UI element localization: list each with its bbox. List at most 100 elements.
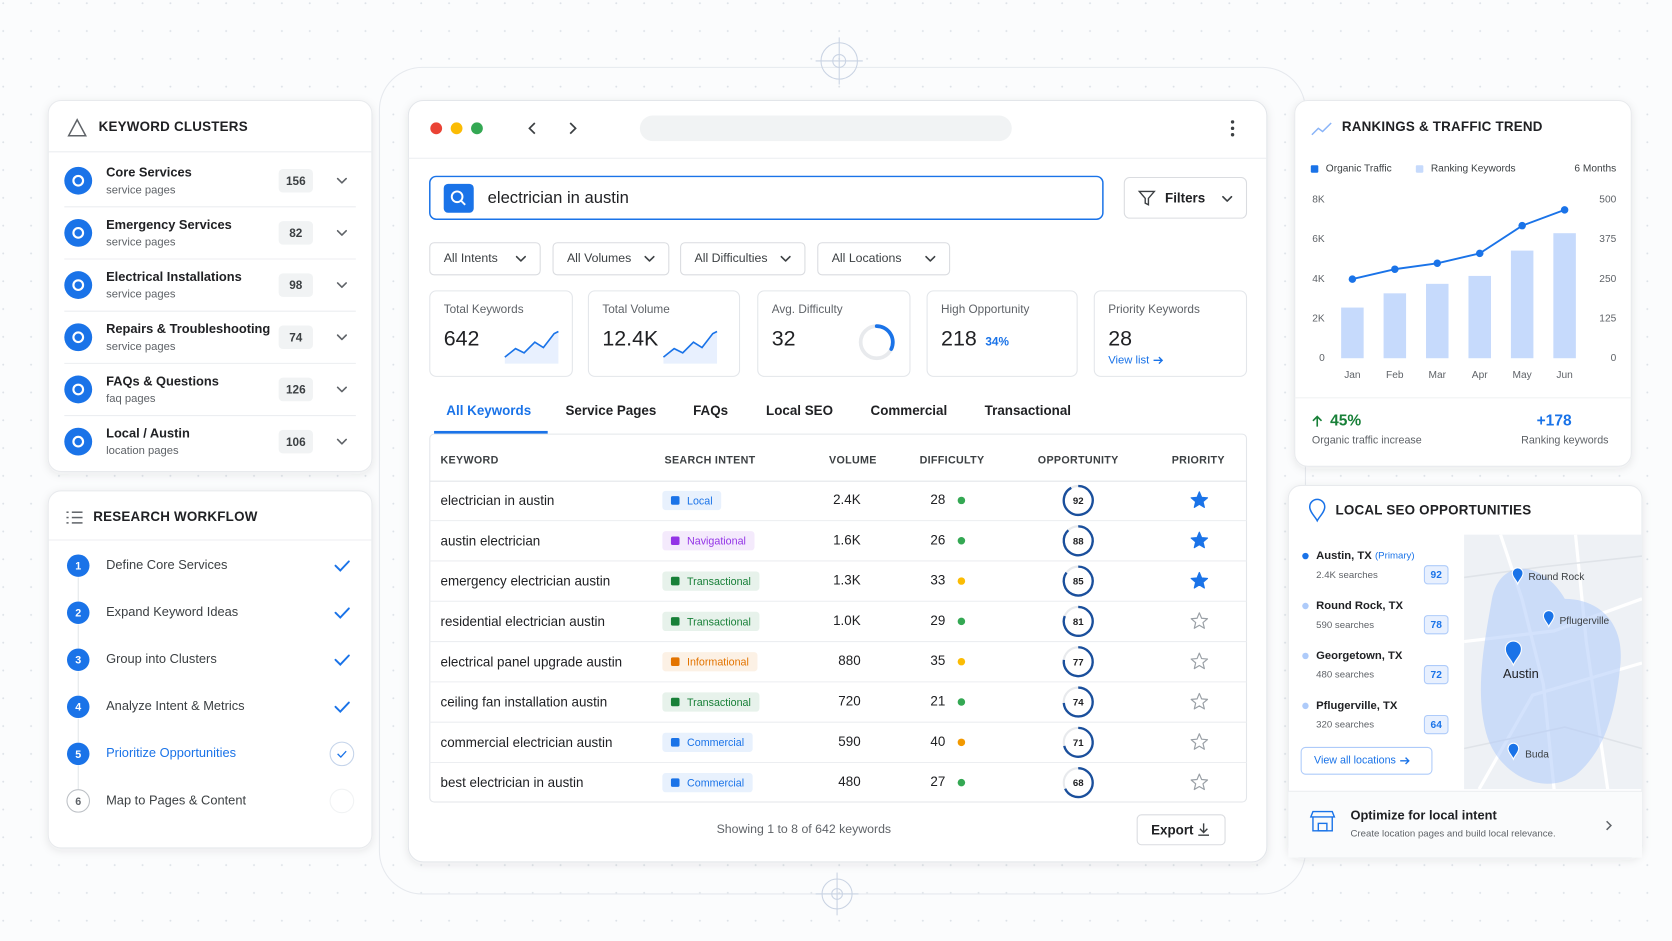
cluster-name[interactable]: Repairs & Troubleshooting [106,321,270,336]
chevron-icon[interactable] [336,438,347,445]
export-label[interactable]: Export [1151,822,1194,837]
cluster-name[interactable]: Emergency Services [106,217,232,232]
menu-button[interactable] [1230,120,1235,137]
tab[interactable]: FAQs [693,403,728,418]
step-label[interactable]: Prioritize Opportunities [106,745,236,760]
step-label[interactable]: Analyze Intent & Metrics [106,698,244,713]
tab[interactable]: Transactional [985,403,1071,418]
priority-star[interactable] [1190,733,1209,750]
step-label[interactable]: Define Core Services [106,557,227,572]
chevron-icon[interactable] [336,386,347,393]
location-name[interactable]: Austin, TX [1316,550,1372,562]
cta-chevron[interactable] [1606,820,1612,831]
chevron-icon[interactable] [515,255,526,262]
address-bar[interactable] [639,115,1012,142]
chevron-icon[interactable] [1222,195,1233,202]
map-label: Austin [1503,666,1539,681]
keyword[interactable]: electrician in austin [441,493,555,508]
step-number: 5 [75,749,81,761]
cluster-icon [64,271,93,299]
filter-label[interactable]: All Intents [444,251,498,265]
intent-badge [662,611,760,632]
location-score: 78 [1431,620,1443,631]
search-query[interactable]: electrician in austin [488,188,629,207]
cluster-count: 106 [286,436,306,449]
priority-star[interactable] [1190,692,1209,710]
bar [1383,293,1407,359]
cluster-name[interactable]: Core Services [106,165,192,180]
location-name[interactable]: Pflugerville, TX [1316,700,1398,712]
trend-panel [1294,99,1632,467]
stat-link[interactable]: View list [1108,354,1150,366]
keyword[interactable]: ceiling fan installation austin [441,695,608,710]
cluster-name[interactable]: Electrical Installations [106,269,242,284]
filters-label[interactable]: Filters [1165,190,1205,205]
search-box[interactable] [429,175,1104,220]
keyword[interactable]: emergency electrician austin [441,574,611,589]
opportunity: 74 [1073,698,1084,709]
chevron-icon[interactable] [336,282,347,289]
difficulty-dot [957,537,966,545]
opportunity-ring [1062,646,1094,678]
chevron-icon[interactable] [644,255,655,262]
filter-dropdown[interactable] [429,242,541,276]
cta-title[interactable]: Optimize for local intent [1350,807,1497,822]
priority-star[interactable] [1190,652,1209,670]
chevron-icon[interactable] [780,255,791,262]
priority-star[interactable] [1190,571,1209,589]
pin-icon [1308,498,1326,523]
priority-star[interactable] [1190,531,1209,549]
filter-label[interactable]: All Volumes [567,251,631,265]
keyword[interactable]: best electrician in austin [441,775,584,790]
cta-text: Create location pages and build local re… [1350,829,1555,840]
priority-star[interactable] [1190,612,1209,629]
x-tick-label: Mar [1429,370,1447,381]
tab[interactable]: Service Pages [566,403,657,418]
opportunity-ring [1062,565,1094,597]
priority-star[interactable] [1190,773,1209,791]
chevron-icon[interactable] [336,334,347,341]
filter-dropdown[interactable] [552,242,670,276]
tab[interactable]: Local SEO [766,403,833,418]
view-all-button[interactable] [1300,746,1433,775]
difficulty: 40 [930,734,945,749]
chevron-icon[interactable] [336,229,347,236]
back-button[interactable] [528,122,536,135]
filters-button[interactable] [1123,176,1248,219]
keyword[interactable]: residential electrician austin [441,614,606,629]
location-name[interactable]: Georgetown, TX [1316,650,1403,662]
opportunity: 71 [1073,738,1084,749]
cluster-glyph [72,383,85,396]
service-area [1480,568,1621,784]
priority-star[interactable] [1190,491,1209,508]
keyword[interactable]: austin electrician [441,533,541,548]
chevron-icon[interactable] [925,255,936,262]
export-button[interactable] [1136,814,1226,846]
filter-dropdown[interactable] [817,242,951,276]
filter-label[interactable]: All Locations [832,251,902,265]
location-name[interactable]: Round Rock, TX [1316,600,1403,612]
step-label[interactable]: Map to Pages & Content [106,792,246,807]
step-label[interactable]: Expand Keyword Ideas [106,604,238,619]
cluster-type: service pages [106,341,176,353]
cluster-icon [64,323,93,352]
tab[interactable]: All Keywords [446,403,531,418]
cluster-name[interactable]: Local / Austin [106,426,190,441]
step-label[interactable]: Group into Clusters [106,651,217,666]
filter-label[interactable]: All Difficulties [695,251,768,265]
cluster-name[interactable]: FAQs & Questions [106,373,219,388]
filter-dropdown[interactable] [680,242,806,276]
stat-value: 12.4K [602,327,659,351]
chevron-icon[interactable] [336,177,347,184]
intent: Transactional [687,697,751,709]
legend-swatch [1415,165,1424,173]
tab[interactable]: Commercial [871,403,948,418]
forward-button[interactable] [569,122,577,135]
line-point [1560,206,1569,214]
intent-icon [670,657,680,666]
keyword[interactable]: commercial electrician austin [441,735,613,750]
keyword[interactable]: electrical panel upgrade austin [441,654,623,669]
view-all-label[interactable]: View all locations [1314,755,1396,767]
check-icon [337,750,347,759]
search-icon-bg [443,183,474,213]
